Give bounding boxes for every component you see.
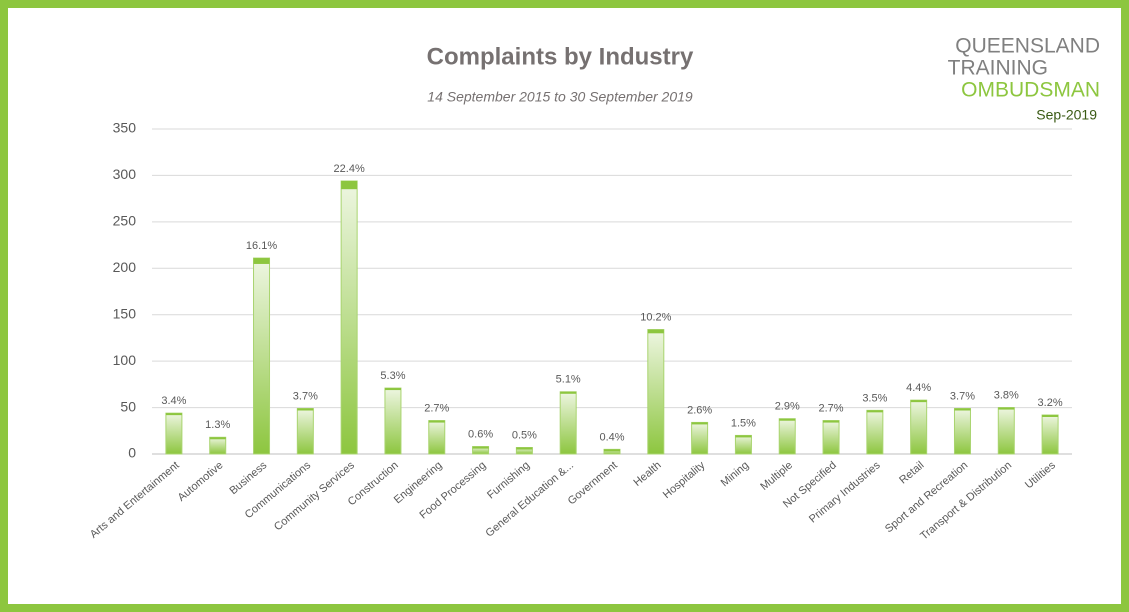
bar-cap xyxy=(604,449,620,452)
bar xyxy=(910,399,928,455)
data-label: 2.9% xyxy=(775,401,800,413)
bar-cap xyxy=(341,181,358,190)
bar xyxy=(559,391,577,455)
data-label: 3.4% xyxy=(161,395,186,407)
bar-cap xyxy=(998,407,1015,410)
logo-line: OMBUDSMAN xyxy=(961,79,1100,102)
data-label: 3.8% xyxy=(994,389,1019,401)
data-label: 22.4% xyxy=(334,163,365,175)
data-label: 3.5% xyxy=(862,392,887,404)
bar-cap xyxy=(209,437,226,440)
bar xyxy=(647,329,665,455)
bar-cap xyxy=(560,391,577,394)
bar xyxy=(165,412,183,455)
bar xyxy=(778,418,796,455)
data-label: 0.6% xyxy=(468,428,493,440)
bar-cap xyxy=(472,446,489,449)
bar-cap xyxy=(866,410,883,413)
bar-cap xyxy=(516,447,533,450)
bar-cap xyxy=(691,422,708,425)
bar-cap xyxy=(165,413,182,416)
y-tick-label: 150 xyxy=(113,305,137,321)
data-label: 3.7% xyxy=(293,390,318,402)
y-tick-label: 100 xyxy=(113,352,137,368)
data-label: 2.6% xyxy=(687,404,712,416)
data-label: 1.5% xyxy=(731,417,756,429)
bar-cap xyxy=(823,420,840,423)
data-label: 0.5% xyxy=(512,429,537,441)
bar-cap xyxy=(428,420,445,423)
bar xyxy=(734,434,752,455)
data-label: 10.2% xyxy=(640,311,671,323)
bar xyxy=(866,409,884,455)
bar xyxy=(384,387,402,455)
data-label: 3.7% xyxy=(950,390,975,402)
data-label: 3.2% xyxy=(1038,397,1063,409)
bar xyxy=(253,257,271,455)
logo-date: Sep-2019 xyxy=(1036,107,1097,123)
bar xyxy=(428,420,446,455)
bar xyxy=(1041,414,1059,455)
bar-cap xyxy=(910,400,927,403)
data-label: 5.3% xyxy=(380,370,405,382)
data-label: 1.3% xyxy=(205,419,230,431)
data-label: 2.7% xyxy=(424,402,449,414)
data-label: 0.4% xyxy=(599,431,624,443)
bar-cap xyxy=(253,258,270,264)
bar-cap xyxy=(735,435,752,438)
y-tick-label: 50 xyxy=(120,398,136,414)
bar xyxy=(691,421,709,455)
data-label: 4.4% xyxy=(906,382,931,394)
bar-cap xyxy=(297,408,314,411)
bar xyxy=(340,180,358,455)
data-label: 2.7% xyxy=(819,402,844,414)
bar-cap xyxy=(779,418,796,421)
bar xyxy=(997,407,1015,455)
logo-line: QUEENSLAND xyxy=(955,35,1100,58)
chart-subtitle: 14 September 2015 to 30 September 2019 xyxy=(427,89,693,105)
bar-cap xyxy=(384,388,401,391)
bar xyxy=(822,420,840,455)
y-tick-label: 0 xyxy=(128,445,136,461)
chart-title: Complaints by Industry xyxy=(427,43,694,70)
y-tick-label: 250 xyxy=(113,213,137,229)
bar xyxy=(209,436,227,455)
bar-cap xyxy=(1042,415,1059,417)
y-tick-label: 200 xyxy=(113,259,137,275)
bar xyxy=(296,408,314,455)
bar-cap xyxy=(954,408,971,411)
logo-line: TRAINING xyxy=(948,57,1048,80)
y-tick-label: 350 xyxy=(113,120,137,136)
bar-cap xyxy=(647,329,664,334)
y-tick-label: 300 xyxy=(113,166,137,182)
data-label: 5.1% xyxy=(556,374,581,386)
data-label: 16.1% xyxy=(246,240,277,252)
bar xyxy=(953,408,971,455)
